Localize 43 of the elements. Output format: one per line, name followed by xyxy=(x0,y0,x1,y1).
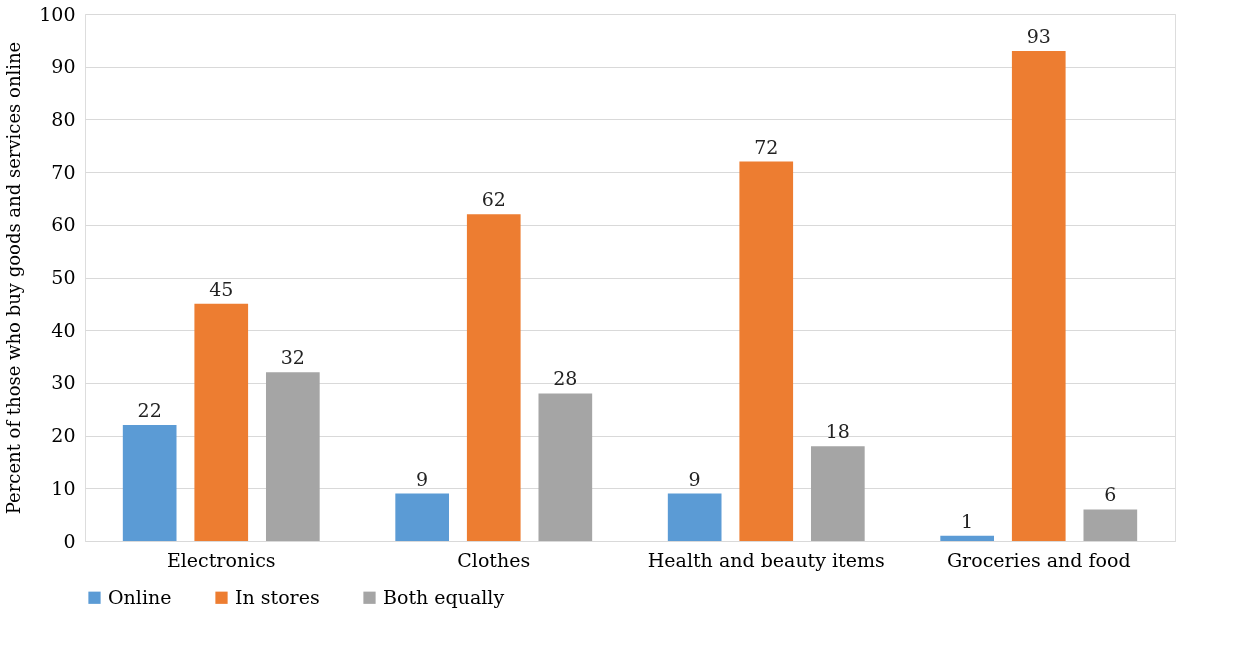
bar xyxy=(538,393,593,541)
legend-label: Both equally xyxy=(383,585,505,608)
bar xyxy=(122,425,177,541)
bar xyxy=(265,372,320,541)
bar xyxy=(940,535,995,541)
y-tick-label: 80 xyxy=(51,107,76,130)
data-label: 9 xyxy=(416,467,429,490)
data-label: 28 xyxy=(553,367,578,390)
data-label: 72 xyxy=(754,135,779,158)
data-label: 45 xyxy=(209,277,234,300)
bar xyxy=(1083,509,1138,541)
y-tick-label: 10 xyxy=(51,476,76,499)
y-tick-label: 60 xyxy=(51,213,76,236)
bar xyxy=(1011,50,1066,541)
y-tick-label: 100 xyxy=(39,2,76,25)
x-tick-label: Health and beauty items xyxy=(647,548,885,571)
y-tick-label: 30 xyxy=(51,371,76,394)
legend-label: Online xyxy=(108,585,172,608)
bar xyxy=(810,446,865,541)
bar xyxy=(667,493,722,541)
bar xyxy=(739,161,794,541)
bar xyxy=(395,493,450,541)
data-label: 62 xyxy=(481,188,506,211)
y-tick-label: 20 xyxy=(51,424,76,447)
data-label: 32 xyxy=(280,346,305,369)
y-tick-label: 70 xyxy=(51,160,76,183)
data-label: 9 xyxy=(688,467,701,490)
y-tick-label: 0 xyxy=(63,529,76,552)
data-label: 6 xyxy=(1104,483,1117,506)
data-label: 18 xyxy=(825,420,850,443)
bar xyxy=(194,303,249,541)
y-tick-label: 90 xyxy=(51,55,76,78)
data-label: 22 xyxy=(137,399,162,422)
data-label: 1 xyxy=(961,509,974,532)
x-tick-label: Clothes xyxy=(457,548,531,571)
x-tick-label: Electronics xyxy=(166,548,276,571)
y-tick-label: 50 xyxy=(51,266,76,288)
data-label: 93 xyxy=(1026,24,1051,47)
legend-label: In stores xyxy=(235,585,320,608)
x-tick-label: Groceries and food xyxy=(946,548,1131,571)
y-axis-title: Percent of those who buy goods and services online xyxy=(3,41,25,515)
y-tick-label: 40 xyxy=(51,318,76,341)
bar xyxy=(466,214,521,541)
